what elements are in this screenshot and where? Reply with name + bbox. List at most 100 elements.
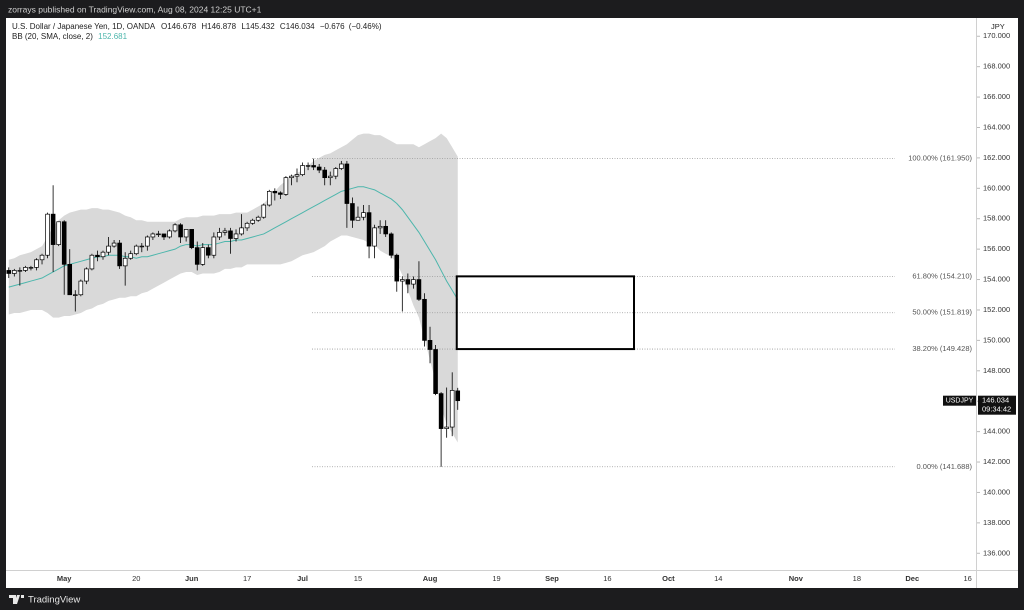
candle-body [89, 254, 95, 270]
brand-logo [9, 595, 24, 604]
y-tick-label: 168.000 [983, 62, 1010, 71]
candle-body [388, 233, 394, 256]
candle-body [327, 175, 333, 179]
candle-body [100, 251, 106, 258]
candle-body [261, 204, 267, 218]
indicator-value: 152.681 [98, 32, 127, 41]
candle-body [45, 213, 50, 256]
y-tick-label: 158.000 [983, 214, 1010, 223]
candle-body [422, 298, 427, 341]
y-tick-label: 162.000 [983, 153, 1010, 162]
x-tick-label: 17 [243, 574, 251, 583]
candle-body [111, 242, 117, 247]
candle-body [305, 165, 311, 167]
candle-body [438, 393, 444, 429]
x-tick-label: Sep [545, 574, 559, 583]
x-tick-label: 20 [132, 574, 140, 583]
candle-body [316, 166, 322, 171]
candle-body [194, 247, 200, 265]
candle-body [145, 236, 150, 247]
ohlc-value: 145.432 [246, 22, 275, 31]
candle-body [189, 229, 194, 248]
candle-body [183, 229, 189, 238]
candle-body [416, 279, 422, 300]
candle-body [200, 247, 206, 265]
candle-body [139, 245, 145, 248]
candle-body [12, 270, 17, 274]
candle-body [50, 213, 56, 245]
chart-panel [6, 18, 1018, 588]
y-tick-label: 138.000 [983, 518, 1010, 527]
candle-body [95, 254, 100, 258]
x-tick-label: May [57, 574, 72, 583]
candle-body [239, 227, 244, 235]
y-tick-label: 164.000 [983, 122, 1010, 131]
candle-body [394, 254, 400, 282]
ohlc-prefix: L [241, 22, 246, 31]
candle-body [34, 259, 39, 268]
legend-line-2: BB (20, SMA, close, 2) 152.681 [12, 32, 128, 41]
candle-body [39, 254, 45, 261]
y-tick-label: 154.000 [983, 275, 1010, 284]
candle-body [294, 174, 300, 177]
x-tick-label: Nov [789, 574, 804, 583]
candle-body [449, 390, 455, 428]
publisher-line: zorrays published on TradingView.com, Au… [8, 4, 262, 14]
candle-body [217, 232, 222, 238]
bollinger-basis [8, 186, 459, 300]
candle-body [377, 225, 383, 229]
candle-body [23, 267, 28, 271]
indicator-name: BB (20, SMA, close, 2) [12, 32, 93, 41]
bollinger-band [8, 133, 458, 443]
ohlc-value: 146.878 [207, 22, 236, 31]
fib-label: 100.00% (161.950) [908, 154, 972, 163]
candle-body [228, 230, 233, 239]
x-tick-label: 14 [714, 574, 722, 583]
candle-body [344, 163, 350, 204]
candle-body [211, 236, 217, 256]
candle-body [161, 233, 167, 238]
candle-body [28, 267, 34, 269]
y-tick-label: 166.000 [983, 92, 1010, 101]
x-tick-label: Jul [297, 574, 308, 583]
candle-body [250, 219, 255, 224]
candle-body [339, 163, 344, 169]
x-tick-label: 15 [354, 574, 362, 583]
price-tag: 146.034 [982, 396, 1009, 405]
currency-label: JPY [991, 22, 1005, 31]
candle-body [272, 191, 278, 194]
y-tick-label: 152.000 [983, 305, 1010, 314]
candle-body [6, 270, 12, 274]
candle-body [133, 245, 139, 255]
y-tick-label: 136.000 [983, 548, 1010, 557]
candle-body [400, 279, 405, 282]
candle-body [322, 169, 328, 179]
candle-body [350, 203, 355, 221]
fib-label: 50.00% (151.819) [912, 308, 972, 317]
y-tick-label: 140.000 [983, 487, 1010, 496]
candle-body [233, 233, 239, 239]
symbol-title: U.S. Dollar / Japanese Yen, 1D, OANDA [12, 22, 156, 31]
candle-body [289, 175, 294, 179]
y-tick-label: 144.000 [983, 427, 1010, 436]
x-tick-label: 16 [603, 574, 611, 583]
ohlc-prefix: H [201, 22, 207, 31]
candle-body [178, 224, 183, 238]
y-tick-label: 170.000 [983, 31, 1010, 40]
x-tick-label: 16 [964, 574, 972, 583]
candle-body [244, 222, 250, 229]
fib-label: 0.00% (141.688) [917, 462, 973, 471]
candle-body [122, 257, 128, 267]
axes: 136.000 138.000 140.000 142.000 144.000 146.0… [57, 31, 1016, 583]
candle-body [383, 225, 388, 235]
symbol-tag-bg [943, 395, 976, 406]
price-tag-bg [978, 395, 1016, 415]
candle-body [222, 230, 228, 233]
countdown: 09:34:42 [982, 405, 1011, 414]
candle-body [311, 165, 316, 168]
change: −0.676 [320, 22, 345, 31]
candle-body [355, 216, 361, 221]
footer [0, 588, 1024, 610]
